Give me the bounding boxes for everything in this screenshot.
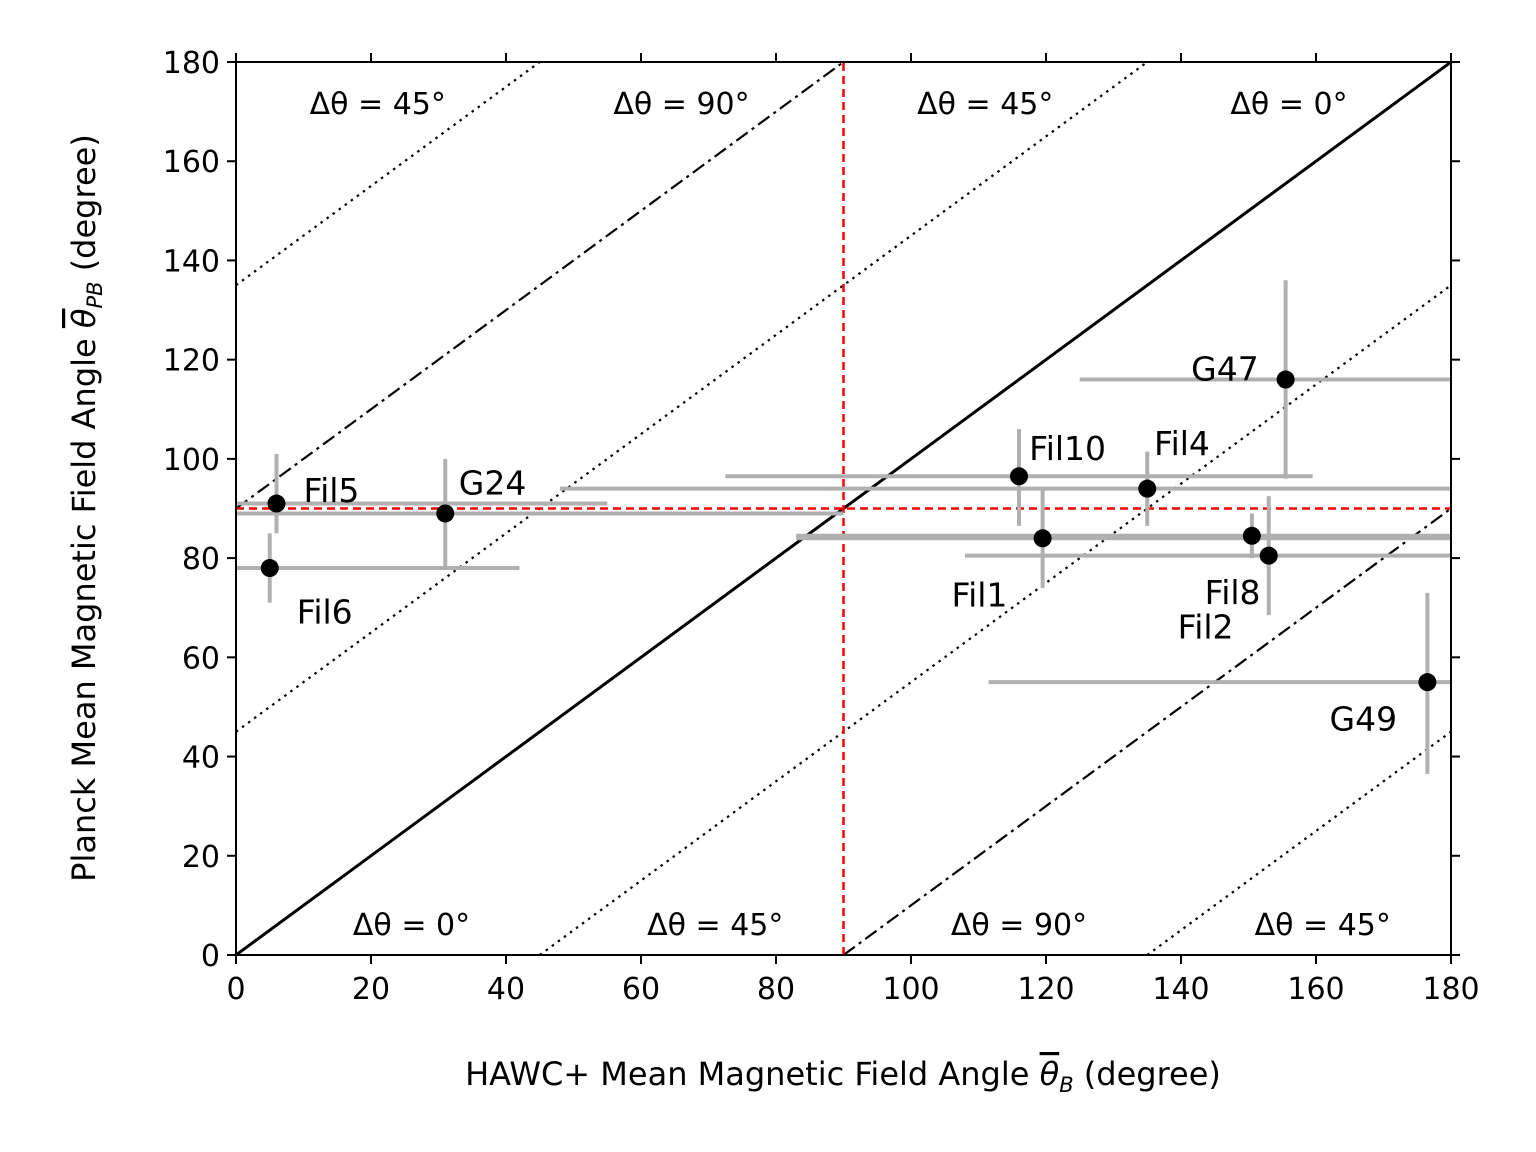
point-label-fil5: Fil5 — [304, 471, 360, 510]
point-g49 — [1418, 673, 1437, 692]
point-label-g24: G24 — [459, 464, 527, 503]
point-fil4 — [1138, 479, 1157, 498]
delta-theta-annotation-1: Δθ = 90° — [613, 87, 749, 122]
y-axis-label-text: Planck Mean Magnetic Field Angle — [65, 328, 103, 882]
reference-line-dashdot-5 — [236, 62, 845, 510]
reference-line-dotted-2 — [539, 284, 1451, 955]
point-g24 — [436, 504, 455, 523]
point-fil10 — [1010, 467, 1028, 486]
point-label-fil10: Fil10 — [1029, 429, 1106, 468]
delta-theta-annotation-4: Δθ = 0° — [353, 908, 470, 943]
y-tick-label-160: 160 — [163, 145, 220, 180]
axis-ticks: 0 20 40 60 80 100 120 140 160 180 0 20 40 60 80 100 120 1… — [163, 46, 1480, 1007]
delta-theta-annotation-0: Δθ = 45° — [310, 87, 446, 122]
x-axis-label: HAWC+ Mean Magnetic Field Angle θB (degr… — [465, 1055, 1221, 1097]
x-tick-label-60: 60 — [622, 972, 660, 1007]
delta-theta-annotation-6: Δθ = 90° — [951, 908, 1087, 943]
delta-theta-annotation-7: Δθ = 45° — [1255, 908, 1391, 943]
y-axis-label-subscript: PB — [83, 281, 107, 308]
reference-line-dotted-4 — [1146, 730, 1451, 955]
point-fil5 — [267, 494, 286, 513]
x-tick-label-80: 80 — [757, 972, 795, 1007]
point-fil1 — [1033, 529, 1052, 548]
y-tick-label-20: 20 — [182, 840, 220, 875]
delta-theta-annotation-2: Δθ = 45° — [917, 87, 1053, 122]
y-tick-label-0: 0 — [201, 939, 220, 974]
x-tick-label-120: 120 — [1017, 972, 1074, 1007]
x-tick-label-40: 40 — [487, 972, 525, 1007]
reference-line-dashdot-6 — [842, 507, 1451, 955]
point-fil6 — [260, 559, 279, 578]
point-label-fil8: Fil8 — [1205, 573, 1261, 612]
x-axis-label-symbol: θ — [1040, 1055, 1060, 1093]
point-label-fil6: Fil6 — [297, 593, 353, 632]
y-tick-label-180: 180 — [163, 46, 220, 81]
x-axis-label-unit: (degree) — [1074, 1055, 1221, 1093]
y-tick-label-100: 100 — [163, 443, 220, 478]
delta-theta-annotation-3: Δθ = 0° — [1230, 87, 1347, 122]
y-tick-label-40: 40 — [182, 741, 220, 776]
y-tick-label-140: 140 — [163, 244, 220, 279]
point-label-fil2: Fil2 — [1178, 608, 1234, 647]
y-tick-label-60: 60 — [182, 641, 220, 676]
x-tick-label-160: 160 — [1287, 972, 1344, 1007]
y-axis-label-symbol: θ — [65, 309, 103, 329]
y-tick-label-120: 120 — [163, 344, 220, 379]
reference-line-dotted-3 — [236, 62, 541, 287]
x-tick-label-180: 180 — [1422, 972, 1479, 1007]
delta-theta-annotation-5: Δθ = 45° — [647, 908, 783, 943]
point-g47 — [1276, 370, 1295, 389]
point-fil8 — [1242, 526, 1261, 545]
y-axis-label: Planck Mean Magnetic Field Angle θPB (de… — [65, 134, 107, 882]
delta-theta-annotations: Δθ = 45° Δθ = 90° Δθ = 45° Δθ = 0° Δθ = 0° Δθ… — [310, 87, 1391, 943]
x-tick-label-0: 0 — [226, 972, 245, 1007]
y-tick-label-80: 80 — [182, 542, 220, 577]
x-tick-label-140: 140 — [1152, 972, 1209, 1007]
x-tick-label-20: 20 — [352, 972, 390, 1007]
x-axis-label-subscript: B — [1059, 1073, 1073, 1097]
point-fil2 — [1259, 546, 1278, 565]
point-label-g49: G49 — [1330, 699, 1398, 738]
point-label-fil1: Fil1 — [952, 575, 1008, 614]
reference-line-dotted-1 — [236, 62, 1148, 733]
point-label-g47: G47 — [1191, 350, 1259, 389]
x-axis-label-text: HAWC+ Mean Magnetic Field Angle — [465, 1055, 1040, 1093]
plot-frame — [235, 61, 1452, 956]
data-points — [260, 370, 1437, 692]
y-axis-label-unit: (degree) — [65, 134, 103, 281]
x-tick-label-100: 100 — [882, 972, 939, 1007]
point-label-fil4: Fil4 — [1154, 424, 1210, 463]
